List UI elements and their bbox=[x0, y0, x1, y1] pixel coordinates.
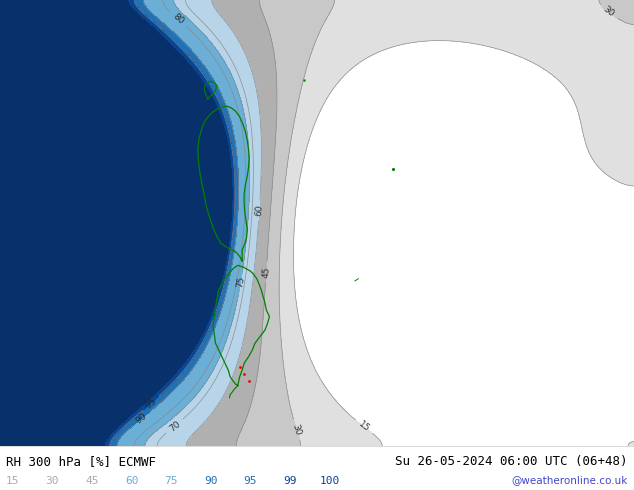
Text: 45: 45 bbox=[85, 476, 99, 486]
Text: 60: 60 bbox=[125, 476, 138, 486]
Text: 95: 95 bbox=[144, 396, 158, 410]
Text: RH 300 hPa [%] ECMWF: RH 300 hPa [%] ECMWF bbox=[6, 455, 157, 468]
Text: 95: 95 bbox=[243, 476, 257, 486]
Text: 80: 80 bbox=[171, 12, 185, 26]
Text: 60: 60 bbox=[254, 204, 264, 216]
Text: 15: 15 bbox=[356, 419, 371, 434]
Text: 15: 15 bbox=[6, 476, 20, 486]
Text: Su 26-05-2024 06:00 UTC (06+48): Su 26-05-2024 06:00 UTC (06+48) bbox=[395, 455, 628, 468]
Text: 30: 30 bbox=[601, 5, 616, 19]
Text: 30: 30 bbox=[46, 476, 59, 486]
Text: 70: 70 bbox=[167, 419, 182, 433]
Text: @weatheronline.co.uk: @weatheronline.co.uk bbox=[511, 476, 628, 486]
Text: 75: 75 bbox=[235, 275, 246, 289]
Text: 30: 30 bbox=[291, 423, 303, 437]
Text: 99: 99 bbox=[283, 476, 297, 486]
Text: 100: 100 bbox=[320, 476, 340, 486]
Text: 90: 90 bbox=[204, 476, 217, 486]
Text: 90: 90 bbox=[134, 412, 149, 426]
Text: 75: 75 bbox=[164, 476, 178, 486]
Text: 45: 45 bbox=[261, 266, 271, 278]
